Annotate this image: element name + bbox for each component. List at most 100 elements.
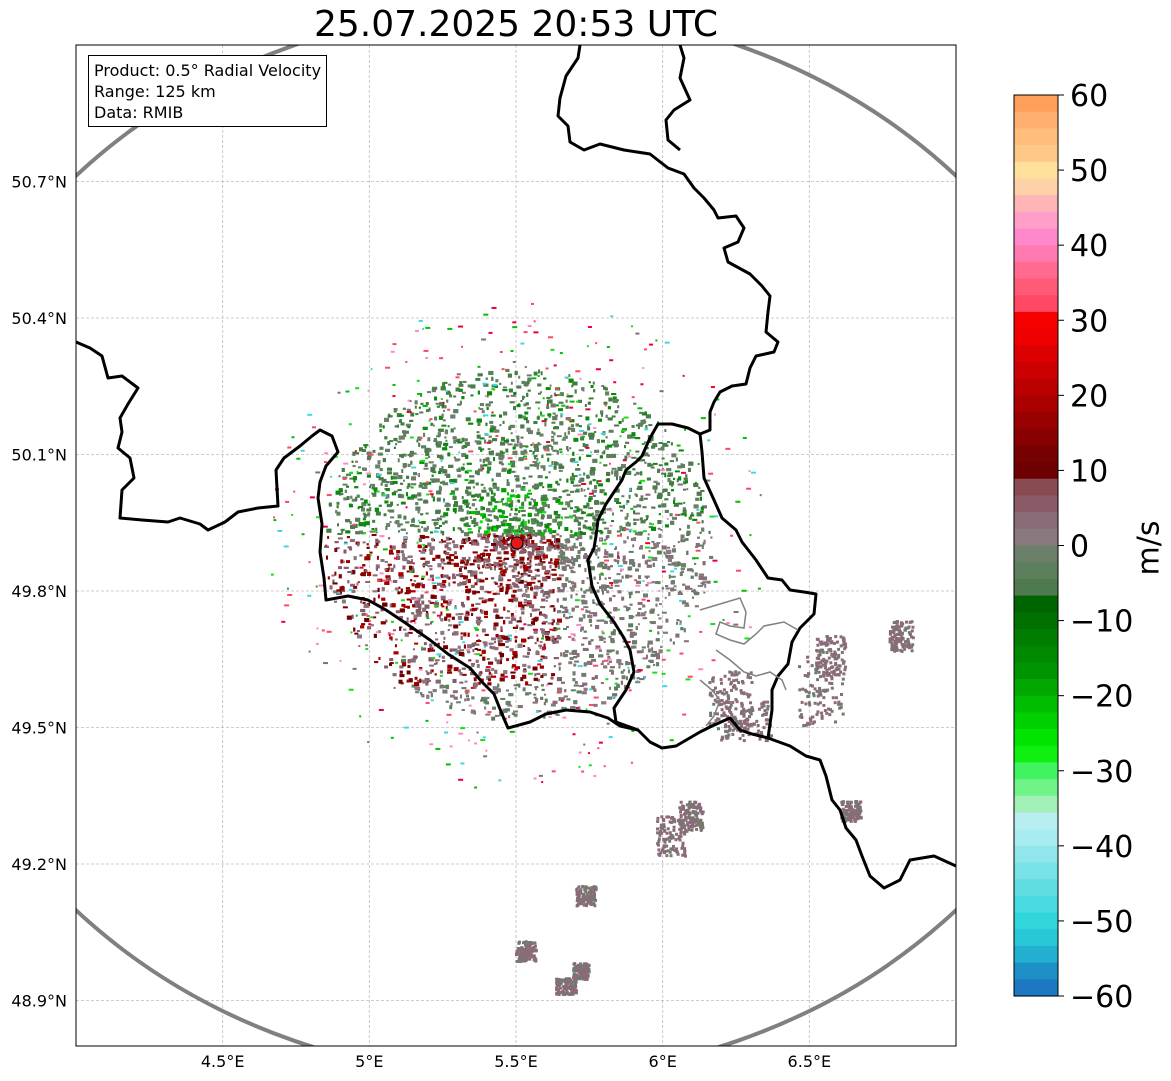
colorbar-segment [1014,962,1058,980]
latitude-tick-labels: 50.7°N 50.4°N 50.1°N 49.8°N 49.5°N 49.2°N 48.9… [11,173,67,1011]
colorbar-segment [1014,795,1058,814]
colorbar-label: m/s [1132,521,1167,576]
colorbar-segment [1014,745,1058,764]
colorbar-tick-label: −50 [1070,905,1133,940]
colorbar-segment [1014,245,1058,263]
page-title: 25.07.2025 20:53 UTC [313,4,719,45]
colorbar-segment [1014,428,1058,446]
colorbar-segment [1014,378,1058,396]
lon-tick-label: 4.5°E [201,1052,245,1071]
lat-tick-label: 50.7°N [11,173,67,192]
colorbar-tick-label: 0 [1070,530,1089,565]
map-frame [75,44,957,1047]
colorbar-tick-label: −60 [1070,980,1133,1015]
germany-france-border-north [664,45,692,152]
lat-tick-label: 49.8°N [11,582,67,601]
colorbar-segment [1014,128,1058,146]
luxembourg-canton-line [699,597,799,645]
colorbar-segment [1014,979,1058,997]
lat-tick-label: 49.5°N [11,719,67,738]
lon-tick-label: 5°E [355,1052,383,1071]
colorbar-segment [1014,945,1058,964]
colorbar-tick-label: 30 [1070,304,1108,339]
colorbar-segment [1014,662,1058,680]
colorbar-segment [1014,261,1058,280]
colorbar-tick-label: 60 [1070,79,1108,114]
colorbar-segment [1014,345,1058,363]
lon-tick-label: 6.5°E [788,1052,832,1071]
colorbar-segment [1014,412,1058,430]
colorbar-segment [1014,228,1058,246]
lat-tick-label: 49.2°N [11,855,67,874]
belgium-france-border-west [76,340,956,890]
colorbar-tick-label: 40 [1070,229,1108,264]
colorbar-segment [1014,445,1058,463]
colorbar-ticks: 60 50 40 30 20 10 0 −10 −20 −30 −40 −50 −60 [1058,79,1133,1015]
colorbar-segment [1014,311,1058,330]
colorbar-segment [1014,111,1058,129]
colorbar-tick-label: −20 [1070,680,1133,715]
colorbar-segment [1014,361,1058,380]
colorbar-segment [1014,929,1058,947]
colorbar-segment [1014,762,1058,780]
colorbar-segment [1014,512,1058,530]
colorbar-segment [1014,862,1058,880]
luxembourg-canton-line-3 [699,679,721,727]
lat-tick-label: 50.1°N [11,446,67,465]
colorbar-segment [1014,161,1058,180]
colorbar-segment [1014,895,1058,914]
colorbar-segment [1014,495,1058,513]
lat-tick-label: 48.9°N [11,992,67,1011]
info-product: Product: 0.5° Radial Velocity [94,61,322,80]
colorbar-segment [1014,328,1058,346]
colorbar-tick-label: −30 [1070,755,1133,790]
radar-site-marker [510,536,524,550]
country-borders [76,45,956,890]
colorbar-segment [1014,695,1058,713]
colorbar-segment [1014,462,1058,480]
colorbar-segment [1014,395,1058,413]
longitude-tick-labels: 4.5°E 5°E 5.5°E 6°E 6.5°E [201,1052,831,1071]
colorbar-segment [1014,578,1058,597]
colorbar-segment [1014,812,1058,830]
colorbar-tick-label: −10 [1070,605,1133,640]
colorbar-segment [1014,712,1058,730]
colorbar-segment [1014,95,1058,113]
colorbar-segment [1014,628,1058,647]
info-source: Data: RMIB [94,103,184,122]
colorbar [1014,95,1058,997]
colorbar-tick-label: 10 [1070,454,1108,489]
colorbar-segment [1014,478,1058,497]
colorbar-segment [1014,145,1058,163]
colorbar-segment [1014,562,1058,580]
colorbar-segment [1014,829,1058,847]
lon-tick-label: 6°E [649,1052,677,1071]
colorbar-segment [1014,645,1058,663]
colorbar-segment [1014,779,1058,797]
internal-borders [699,597,799,727]
colorbar-tick-label: −40 [1070,830,1133,865]
colorbar-segment [1014,295,1058,313]
colorbar-tick-label: 20 [1070,379,1108,414]
belgium-luxembourg-germany-border [556,45,780,732]
colorbar-segment [1014,545,1058,563]
lat-tick-label: 50.4°N [11,309,67,328]
colorbar-segment [1014,595,1058,613]
colorbar-segment [1014,528,1058,547]
colorbar-segment [1014,729,1058,747]
colorbar-tick-label: 50 [1070,154,1108,189]
colorbar-segment [1014,195,1058,213]
info-range: Range: 125 km [94,82,216,101]
colorbar-segment [1014,879,1058,897]
luxembourg-canton-line-2 [715,649,787,691]
luxembourg-germany-border [698,433,818,739]
gridlines [76,45,956,1046]
colorbar-segment [1014,678,1058,697]
colorbar-segment [1014,278,1058,296]
colorbar-segment [1014,912,1058,930]
product-info-box: Product: 0.5° Radial Velocity Range: 125… [88,55,328,127]
colorbar-segment [1014,845,1058,864]
colorbar-segment [1014,211,1058,230]
colorbar-segment [1014,612,1058,630]
